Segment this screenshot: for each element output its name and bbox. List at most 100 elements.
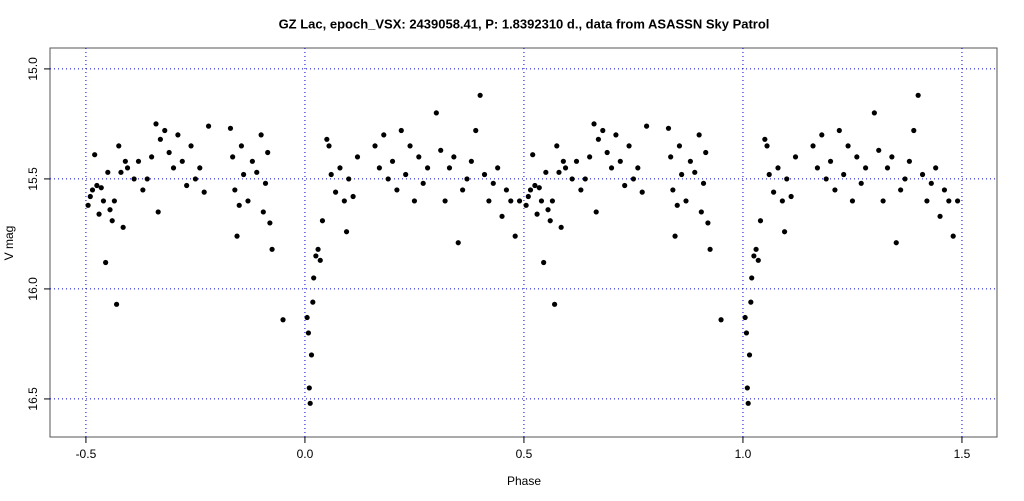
data-point — [827, 158, 834, 164]
data-point — [672, 233, 678, 239]
data-point — [175, 132, 181, 138]
data-point — [473, 127, 479, 134]
data-point — [924, 198, 930, 204]
data-point — [954, 198, 961, 204]
data-point — [308, 352, 315, 358]
data-point — [446, 165, 453, 171]
data-point — [280, 317, 286, 323]
data-point — [96, 211, 102, 217]
data-point — [534, 211, 540, 217]
data-point — [407, 143, 413, 149]
data-point — [346, 176, 352, 182]
x-tick-label: 0.0 — [297, 447, 314, 461]
data-point — [823, 176, 829, 182]
data-point — [545, 207, 551, 213]
data-point — [527, 187, 534, 193]
x-tick-label: -0.5 — [76, 447, 97, 461]
data-point — [337, 165, 343, 171]
chart-title: GZ Lac, epoch_VSX: 2439058.41, P: 1.8392… — [279, 16, 770, 31]
data-point — [135, 158, 142, 164]
data-point — [898, 187, 904, 193]
data-point — [578, 187, 584, 193]
data-point — [245, 198, 251, 204]
data-point — [810, 143, 816, 149]
data-point — [155, 209, 161, 215]
data-point — [372, 143, 378, 149]
data-point — [871, 110, 877, 116]
data-point — [385, 176, 391, 182]
data-point — [92, 152, 98, 158]
data-point — [310, 299, 316, 305]
data-point — [880, 198, 886, 204]
data-point — [676, 143, 683, 149]
data-point — [109, 218, 115, 224]
data-point — [551, 301, 558, 307]
data-point — [464, 176, 470, 182]
data-point — [591, 121, 597, 127]
data-point — [600, 127, 606, 134]
data-point — [832, 187, 838, 193]
data-point — [85, 202, 91, 208]
data-point — [884, 165, 891, 171]
data-point — [416, 154, 422, 160]
data-point — [532, 182, 538, 189]
data-point — [376, 165, 382, 171]
data-point — [775, 165, 781, 171]
data-point — [635, 165, 641, 171]
data-point — [111, 198, 117, 204]
data-point — [184, 182, 190, 189]
data-point — [460, 187, 466, 193]
data-point — [622, 182, 628, 189]
data-point — [757, 218, 764, 224]
data-point — [549, 198, 556, 204]
data-point — [889, 154, 895, 160]
data-point — [398, 127, 404, 134]
data-point — [451, 154, 457, 160]
data-point — [762, 136, 768, 142]
data-point — [131, 176, 137, 182]
data-point — [424, 165, 431, 171]
data-point — [481, 171, 488, 178]
data-point — [862, 165, 869, 171]
y-tick-label: 15.0 — [26, 57, 40, 81]
data-point — [162, 127, 168, 134]
data-point — [893, 240, 899, 246]
data-point — [665, 125, 672, 131]
data-point — [707, 246, 713, 252]
data-point — [144, 176, 150, 182]
data-point — [854, 154, 860, 160]
data-point — [350, 193, 356, 200]
data-point — [411, 198, 418, 204]
data-point — [876, 147, 882, 153]
data-point — [788, 193, 794, 200]
data-point — [946, 198, 952, 204]
data-point — [326, 143, 332, 149]
data-point — [438, 147, 444, 153]
data-point — [490, 180, 496, 186]
data-point — [232, 187, 238, 193]
data-point — [849, 198, 856, 204]
data-point — [116, 143, 122, 149]
data-point — [140, 187, 146, 193]
data-point — [122, 158, 128, 164]
data-point — [87, 193, 93, 200]
data-point — [766, 171, 772, 178]
data-point — [554, 143, 560, 149]
data-point — [192, 176, 199, 182]
data-point — [587, 154, 593, 160]
data-point — [705, 220, 711, 226]
data-point — [919, 171, 926, 178]
data-point — [319, 218, 326, 224]
data-point — [819, 132, 825, 138]
data-point — [113, 301, 120, 307]
data-point — [149, 154, 155, 160]
x-tick-label: 1.0 — [735, 447, 752, 461]
data-point — [305, 330, 312, 336]
data-point — [536, 185, 542, 191]
data-point — [573, 158, 580, 164]
data-point — [188, 143, 194, 149]
data-point — [523, 202, 529, 208]
data-point — [748, 299, 754, 305]
data-point — [674, 202, 680, 208]
data-point — [558, 224, 564, 230]
